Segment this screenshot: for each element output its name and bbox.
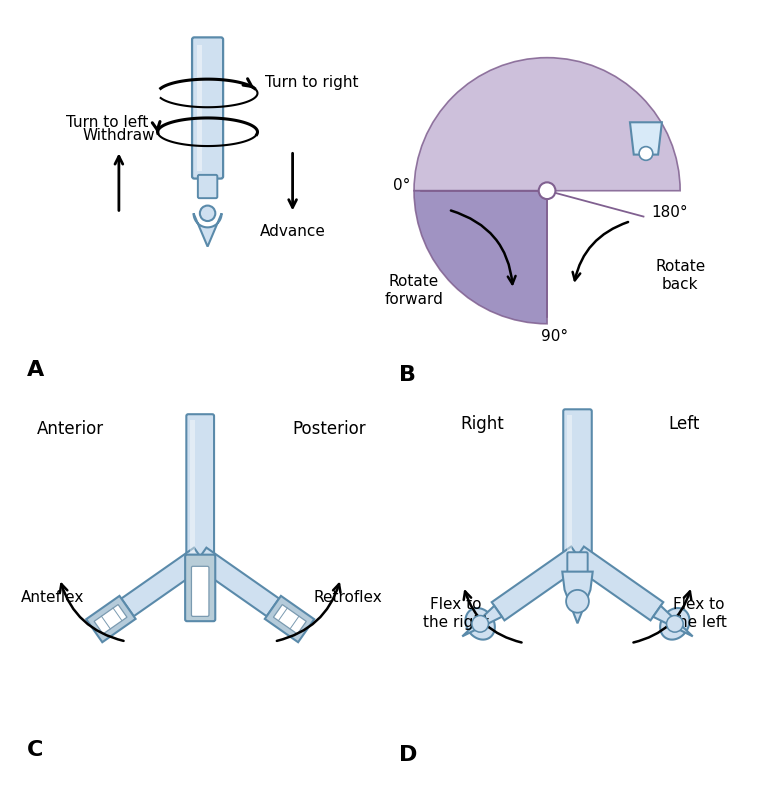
Text: Retroflex: Retroflex xyxy=(313,590,383,605)
Polygon shape xyxy=(94,604,127,634)
Text: A: A xyxy=(26,360,44,379)
Circle shape xyxy=(667,615,683,632)
Text: Posterior: Posterior xyxy=(293,420,367,438)
Polygon shape xyxy=(492,546,584,620)
FancyBboxPatch shape xyxy=(198,175,217,198)
Polygon shape xyxy=(190,420,195,553)
Text: B: B xyxy=(399,364,416,385)
Text: Turn to left: Turn to left xyxy=(66,116,149,130)
Text: Flex to
the left: Flex to the left xyxy=(671,597,727,630)
Text: Rotate
back: Rotate back xyxy=(655,259,705,291)
Text: C: C xyxy=(26,740,43,760)
Circle shape xyxy=(639,147,653,160)
FancyBboxPatch shape xyxy=(567,552,588,578)
Wedge shape xyxy=(414,191,547,324)
Text: Rotate
forward: Rotate forward xyxy=(384,274,444,307)
Text: Flex to
the right: Flex to the right xyxy=(423,597,489,630)
Wedge shape xyxy=(414,58,680,191)
Polygon shape xyxy=(630,122,662,154)
Text: Advance: Advance xyxy=(259,224,326,239)
Polygon shape xyxy=(86,596,136,642)
Text: 90°: 90° xyxy=(541,329,568,345)
Circle shape xyxy=(539,182,555,199)
FancyBboxPatch shape xyxy=(563,409,592,558)
Text: Anterior: Anterior xyxy=(37,420,105,438)
Text: Left: Left xyxy=(668,415,700,433)
FancyBboxPatch shape xyxy=(185,554,216,621)
Text: Turn to right: Turn to right xyxy=(265,74,358,89)
Text: Withdraw: Withdraw xyxy=(82,128,156,143)
Polygon shape xyxy=(571,546,663,620)
Polygon shape xyxy=(265,596,314,642)
Polygon shape xyxy=(122,547,206,616)
Circle shape xyxy=(200,206,216,221)
Polygon shape xyxy=(465,608,495,640)
Polygon shape xyxy=(462,606,502,636)
Text: Anteflex: Anteflex xyxy=(21,590,84,605)
Text: 180°: 180° xyxy=(651,205,688,220)
FancyBboxPatch shape xyxy=(192,566,209,616)
Text: D: D xyxy=(399,744,417,765)
Text: Right: Right xyxy=(460,415,504,433)
Polygon shape xyxy=(660,608,689,640)
Polygon shape xyxy=(562,572,593,623)
Polygon shape xyxy=(194,547,279,616)
Polygon shape xyxy=(193,213,222,246)
FancyBboxPatch shape xyxy=(192,37,223,178)
Polygon shape xyxy=(567,415,572,552)
Polygon shape xyxy=(196,45,203,171)
Text: 0°: 0° xyxy=(393,177,410,192)
Polygon shape xyxy=(653,606,693,636)
Circle shape xyxy=(566,590,589,613)
Polygon shape xyxy=(273,604,306,634)
Circle shape xyxy=(472,615,488,632)
FancyBboxPatch shape xyxy=(186,414,214,558)
